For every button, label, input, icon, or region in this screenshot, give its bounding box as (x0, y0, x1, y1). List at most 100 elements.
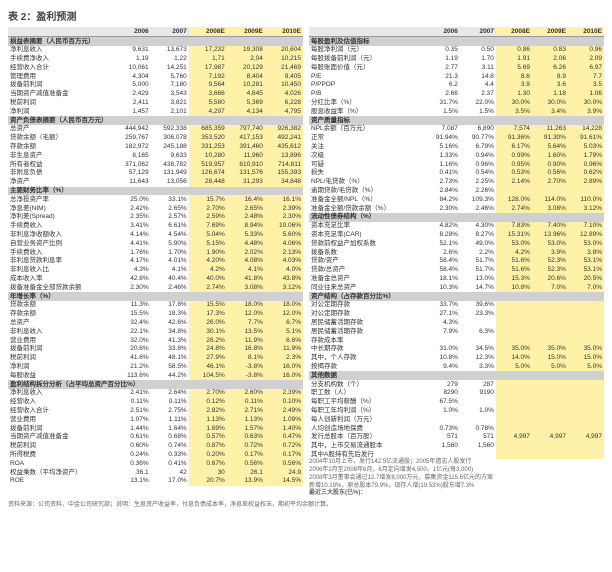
row-label: 当期资产减值准备金 (8, 433, 113, 442)
cell: 0.72% (265, 442, 303, 451)
cell: 18.1% (424, 275, 460, 284)
cell: 5.15% (189, 239, 227, 248)
row-label: 每股账面价值（元） (309, 63, 424, 72)
cell: 25.0% (113, 195, 151, 204)
cell: 0.95% (496, 160, 532, 169)
cell (496, 380, 532, 389)
cell: 4,997 (568, 433, 604, 442)
cell: 49.0% (460, 239, 496, 248)
row-label: 贷款/总资产 (309, 266, 424, 275)
cell: 10,450 (265, 81, 303, 90)
cell: 33.8% (151, 345, 189, 354)
row-label: 当期资产减值准备金 (8, 90, 113, 99)
cell: 131,576 (227, 169, 265, 178)
cell: 1,19 (113, 55, 151, 64)
row-label: 非利息贷款利息率 (8, 257, 113, 266)
cell: 1,560 (424, 442, 460, 451)
row-label: NPL/毛贷款（%） (309, 178, 424, 187)
section-header: 盈利结构拆分分析（占平均总资产百分比%） (8, 380, 303, 389)
cell: 0.63% (227, 433, 265, 442)
cell: 714,811 (265, 160, 303, 169)
cell: 13.1% (113, 477, 151, 486)
cell: 4.30% (460, 222, 496, 231)
cell: 926,382 (265, 125, 303, 134)
cell: 7.83% (496, 222, 532, 231)
cell (532, 398, 568, 407)
cell: 4.17% (113, 257, 151, 266)
cell: 1.57% (227, 424, 265, 433)
cell (496, 327, 532, 336)
cell: 22.0% (460, 99, 496, 108)
cell: 15.5% (189, 301, 227, 310)
row-label: 中长期存款 (309, 345, 424, 354)
cell (568, 442, 604, 451)
cell: 53.0% (568, 239, 604, 248)
row-label: 成本收入率 (8, 275, 113, 284)
cell: 41.8% (227, 275, 265, 284)
row-label: 每职工年均利润（%） (309, 406, 424, 415)
cell: 571 (424, 433, 460, 442)
cell: 7.0% (568, 283, 604, 292)
cell: 3.11 (460, 63, 496, 72)
row-label: 居民储蓄活期存款 (309, 327, 424, 336)
cell: 23.3% (460, 310, 496, 319)
cell: 48.1% (151, 354, 189, 363)
row-label: 每股拨备前利润（元） (309, 55, 424, 64)
cell: 3.9% (568, 107, 604, 116)
cell: 7.69% (189, 222, 227, 231)
row-label: 每股收益 (8, 371, 113, 380)
cell: 13.96% (532, 231, 568, 240)
cell: 245,188 (151, 143, 189, 152)
cell: 4,645 (227, 90, 265, 99)
row-label: 所得税费 (8, 450, 113, 459)
cell: 0.56% (265, 459, 303, 468)
cell: 331,253 (189, 143, 227, 152)
cell (424, 450, 460, 459)
row-label: 按揭存款 (309, 362, 424, 371)
cell: 155,393 (265, 169, 303, 178)
cell: 2.30% (113, 283, 151, 292)
cell (460, 336, 496, 345)
row-label: P/B (309, 90, 424, 99)
row-label: 净利润 (8, 362, 113, 371)
cell: 3.5% (496, 107, 532, 116)
cell: 44.2% (151, 371, 189, 380)
row-label: 手续费收入 (8, 222, 113, 231)
cell: 43.8% (265, 275, 303, 284)
cell: 1.91 (496, 55, 532, 64)
cell: 2.46% (460, 204, 496, 213)
right-col: 200620072008E2009E2010E每股盈利及估值指标每股净利润（元）… (309, 27, 604, 498)
section-header: 其他数据 (309, 371, 604, 380)
cell: 11.9% (227, 336, 265, 345)
row-label: 次级 (309, 151, 424, 160)
cell: 4.41% (113, 239, 151, 248)
section-header: 资产质量指标 (309, 116, 604, 125)
cell: 0.62% (568, 169, 604, 178)
cell: 52.3% (532, 266, 568, 275)
cell (496, 319, 532, 328)
cell: 3.3% (460, 362, 496, 371)
cell: 5,580 (189, 99, 227, 108)
cell: 1.0% (424, 406, 460, 415)
cell: 1.5% (460, 107, 496, 116)
cell: 15.5% (113, 310, 151, 319)
cell: 51.6% (496, 257, 532, 266)
cell: 17,232 (189, 46, 227, 55)
cell (532, 389, 568, 398)
cell (496, 450, 532, 459)
row-label: ROE (8, 477, 113, 486)
cell: 91.36% (496, 134, 532, 143)
cell: 22.1% (113, 327, 151, 336)
cell: 51.7% (460, 266, 496, 275)
cell: 1.07% (113, 415, 151, 424)
cell: 0.94% (460, 151, 496, 160)
cell (568, 424, 604, 433)
cell: 4.08% (227, 257, 265, 266)
cell: 1,22 (151, 55, 189, 64)
cell: 5,000 (113, 81, 151, 90)
cell: 19,308 (227, 46, 265, 55)
cell (568, 389, 604, 398)
cell: 1.90% (189, 248, 227, 257)
cell (460, 398, 496, 407)
cell: 353,520 (189, 134, 227, 143)
